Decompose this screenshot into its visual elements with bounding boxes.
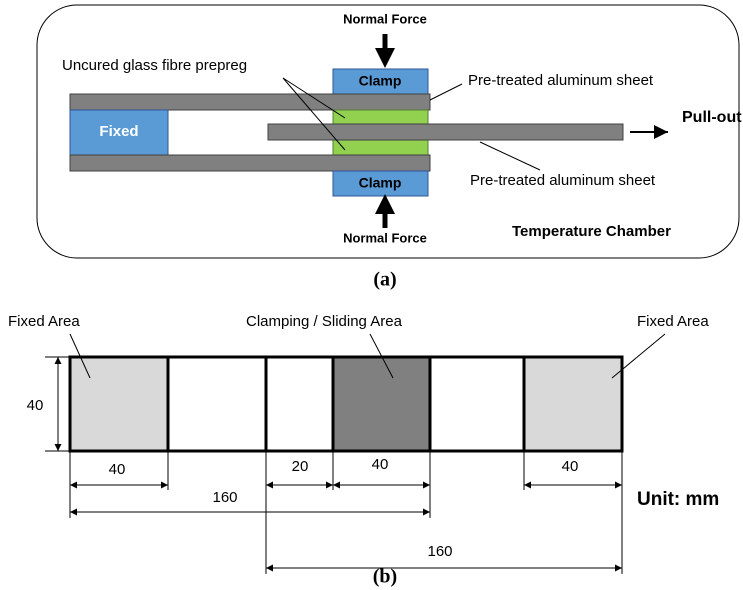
sheet-label: Pre-treated aluminum sheet [468,72,654,89]
dimension-label: 40 [27,397,44,414]
sheet [267,123,624,141]
divider [166,357,526,451]
chamber-outline [36,4,740,259]
fixed-label: Fixed [99,123,138,140]
sheet [69,154,431,172]
chamber-label: Temperature Chamber [512,223,671,240]
force-label: Normal Force [343,11,427,26]
panel-b: Fixed Area Clamping / Sliding Area Fixed… [8,313,719,588]
fixed-area [524,357,622,451]
leader [369,333,394,379]
dimension-label: 160 [212,489,237,506]
leader [479,141,541,171]
clamp-label: Clamp [359,175,402,191]
fixed-block [69,109,169,156]
dimension-label: 20 [292,458,309,475]
sheet-label: Pre-treated aluminum sheet [470,172,656,189]
leader [69,333,91,379]
caption: (b) [373,566,397,588]
area-label: Clamping / Sliding Area [246,313,403,330]
clamp-label: Clamp [359,73,402,89]
sheet [69,93,431,111]
specimen [68,355,624,453]
fixed-area [70,357,168,451]
dimension-label: 40 [372,456,389,473]
area-label: Fixed Area [8,313,80,330]
dimension-label: 40 [562,458,579,475]
leader [282,77,346,151]
prepreg-label: Uncured glass fibre prepreg [62,57,247,74]
area-label: Fixed Area [637,313,709,330]
clamp [332,170,429,197]
unit-label: Unit: mm [637,489,719,510]
clamp-area [333,357,430,451]
pull-label: Pull-out [682,109,742,126]
dimension-label: 160 [427,543,452,560]
force-label: Normal Force [343,230,427,245]
caption: (a) [373,269,396,291]
panel-a: Normal Force Clamp Fixed Clamp Normal Fo… [36,4,742,291]
dimension-label: 40 [109,461,126,478]
leader [429,83,463,101]
clamp [332,68,429,95]
leader [611,333,666,379]
